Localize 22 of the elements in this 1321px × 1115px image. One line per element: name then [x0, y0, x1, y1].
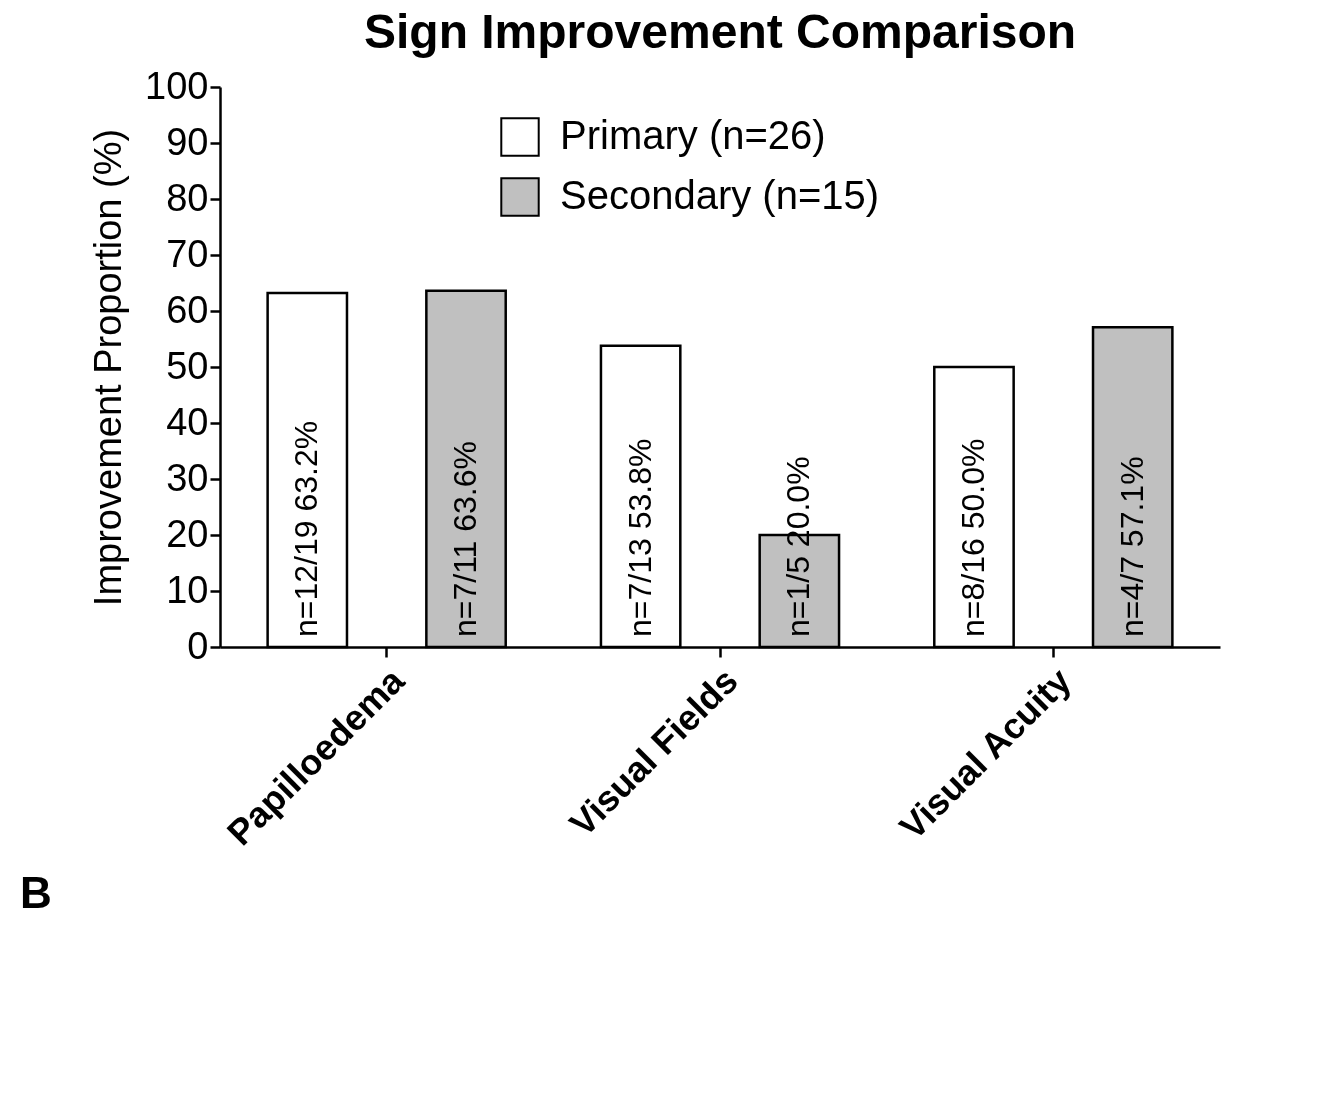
data-label: n=7/11 63.6%	[447, 440, 484, 637]
y-tick-label: 60	[166, 288, 209, 331]
data-label: n=12/19 63.2%	[288, 420, 325, 637]
data-label: n=7/13 53.8%	[621, 438, 658, 637]
y-tick-label: 0	[187, 624, 209, 667]
data-label: n=8/16 50.0%	[954, 438, 991, 637]
y-tick-label: 90	[166, 120, 209, 163]
y-axis-title: Improvement Proportion (%)	[87, 128, 130, 607]
y-tick-label: 70	[166, 232, 209, 275]
legend-label: Secondary (n=15)	[560, 173, 880, 217]
legend-label: Primary (n=26)	[560, 113, 826, 157]
y-tick-label: 100	[145, 64, 209, 107]
y-tick-label: 20	[166, 512, 209, 555]
y-tick-label: 10	[166, 568, 209, 611]
data-label: n=4/7 57.1%	[1113, 456, 1150, 637]
y-tick-label: 40	[166, 400, 209, 443]
text: B	[20, 868, 52, 917]
data-label: n=1/5 20.0%	[780, 456, 817, 637]
y-tick-label: 80	[166, 176, 209, 219]
y-tick-label: 30	[166, 456, 209, 499]
y-tick-label: 50	[166, 344, 209, 387]
chart-title: Sign Improvement Comparison	[363, 5, 1077, 58]
